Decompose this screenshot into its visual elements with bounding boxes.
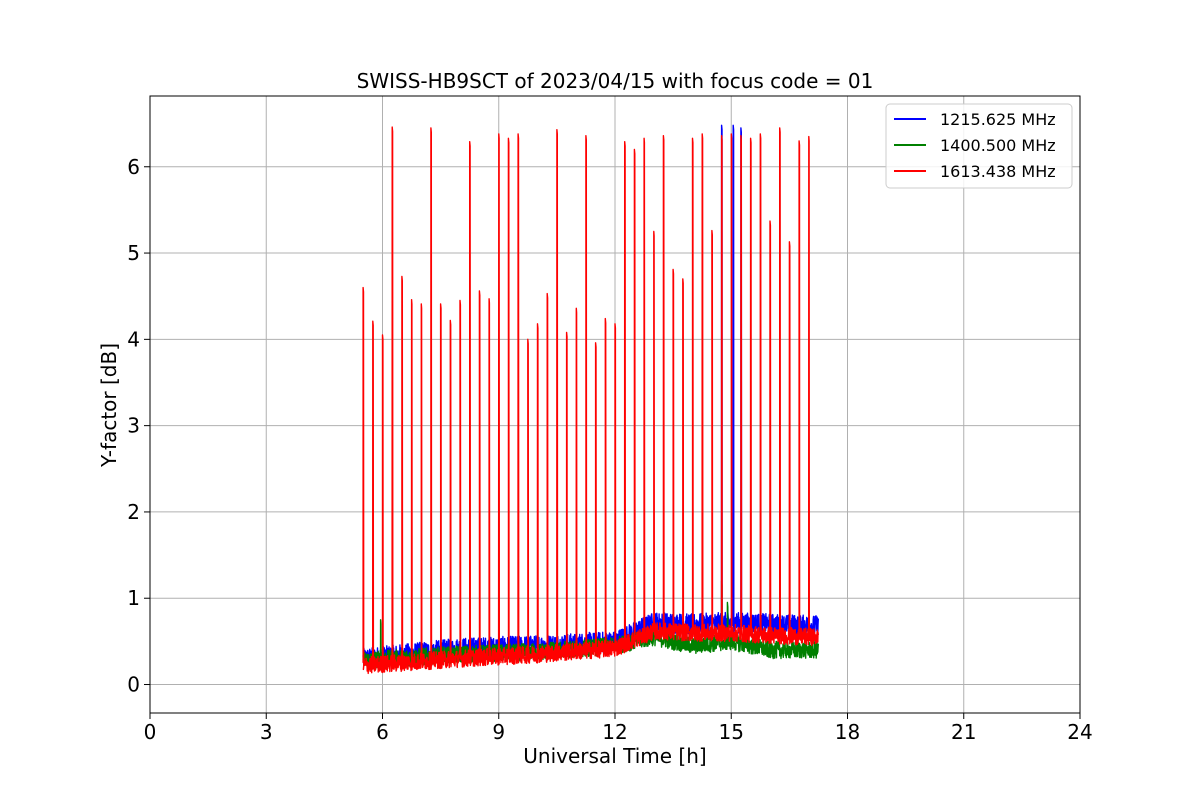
y-axis-label: Y-factor [dB]: [97, 343, 121, 468]
y-tick-label: 4: [127, 327, 140, 351]
x-tick-label: 21: [951, 720, 976, 744]
legend: 1215.625 MHz 1400.500 MHz 1613.438 MHz: [885, 103, 1073, 189]
y-tick-label: 0: [127, 673, 140, 697]
x-tick-label: 24: [1067, 720, 1092, 744]
legend-entry: 1215.625 MHz: [940, 110, 1056, 129]
x-axis-label: Universal Time [h]: [523, 744, 706, 768]
x-tick-label: 12: [602, 720, 627, 744]
y-axis: 0 1 2 3 4 5 6: [127, 155, 150, 697]
x-tick-label: 0: [144, 720, 157, 744]
x-axis: 0 3 6 9 12 15 18 21 24: [144, 713, 1093, 744]
x-tick-label: 3: [260, 720, 273, 744]
y-tick-label: 6: [127, 155, 140, 179]
x-tick-label: 9: [492, 720, 505, 744]
y-tick-label: 1: [127, 586, 140, 610]
legend-entry: 1400.500 MHz: [940, 136, 1056, 155]
y-tick-label: 2: [127, 500, 140, 524]
legend-box: [885, 103, 1073, 189]
x-tick-label: 6: [376, 720, 389, 744]
y-tick-label: 5: [127, 241, 140, 265]
series-line-3: [362, 126, 819, 675]
series-line-2: [362, 580, 819, 669]
chart-title: SWISS-HB9SCT of 2023/04/15 with focus co…: [357, 69, 874, 93]
x-tick-label: 18: [835, 720, 860, 744]
legend-entry: 1613.438 MHz: [940, 162, 1056, 181]
series-layer: [362, 124, 819, 675]
x-tick-label: 15: [719, 720, 744, 744]
y-tick-label: 3: [127, 414, 140, 438]
